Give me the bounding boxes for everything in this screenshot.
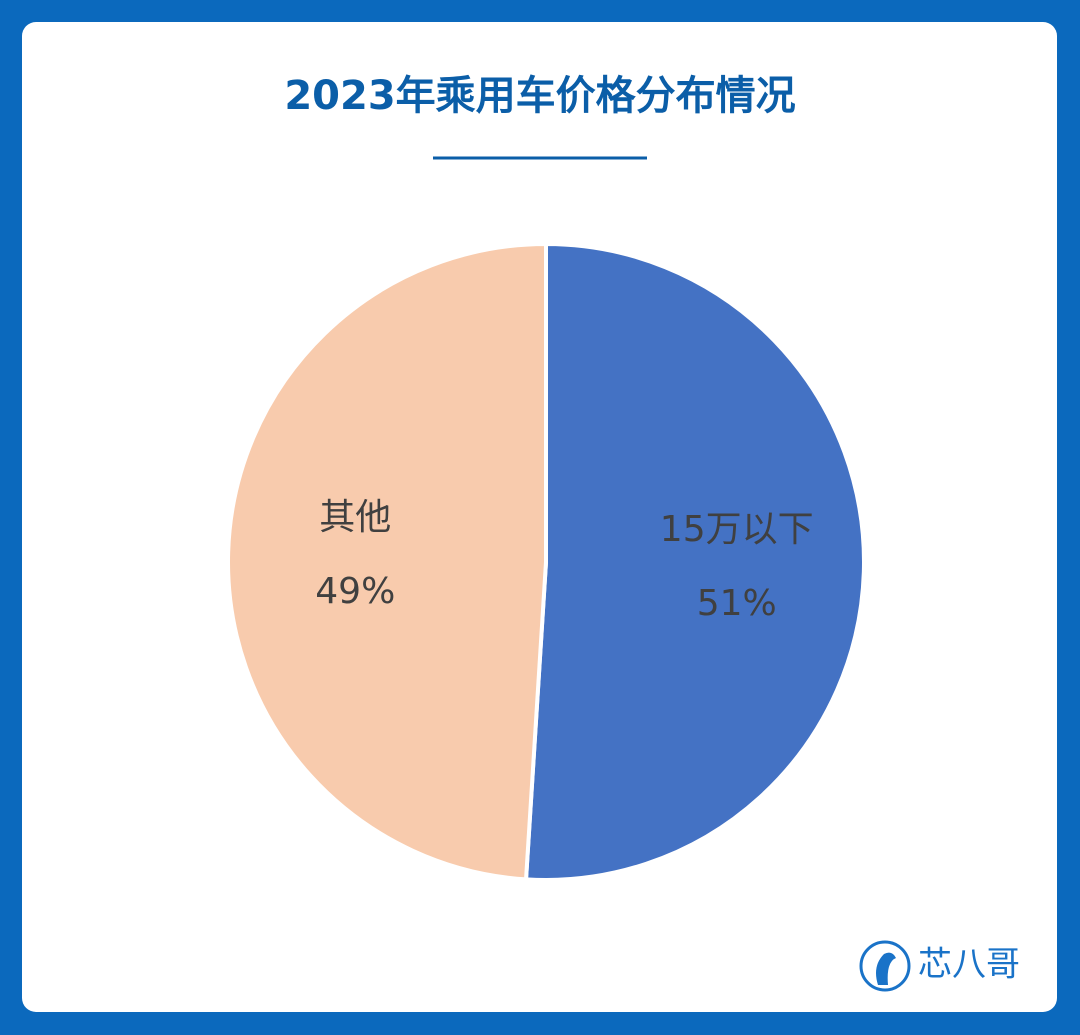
logo: 芯八哥	[859, 940, 1020, 992]
chart-title: 2023年乘用车价格分布情况	[284, 73, 795, 119]
pie-slice	[523, 241, 866, 882]
pie	[226, 241, 866, 882]
labels: 15万以下 51% 其他 49%	[315, 497, 813, 624]
pie-slice	[226, 241, 548, 882]
logo-icon	[859, 940, 911, 992]
logo-text: 芯八哥	[918, 945, 1020, 985]
logo-bird	[876, 952, 896, 985]
slice-category-label: 其他	[319, 497, 391, 538]
slice-value-label: 51%	[697, 583, 777, 624]
slice-value-label: 49%	[315, 571, 395, 612]
slice-category-label: 15万以下	[660, 509, 814, 550]
